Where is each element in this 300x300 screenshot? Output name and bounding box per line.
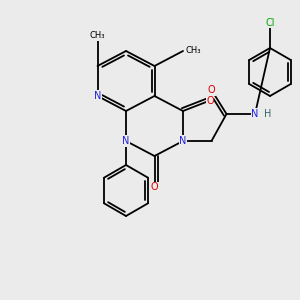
Text: Cl: Cl: [265, 17, 275, 28]
Text: N: N: [122, 136, 130, 146]
Text: H: H: [264, 109, 271, 119]
Text: O: O: [151, 182, 158, 193]
Text: N: N: [251, 109, 259, 119]
Text: CH₃: CH₃: [90, 32, 105, 40]
Text: O: O: [208, 85, 215, 95]
Text: O: O: [206, 95, 214, 106]
Text: N: N: [94, 91, 101, 101]
Text: CH₃: CH₃: [186, 46, 202, 56]
Text: N: N: [179, 136, 187, 146]
